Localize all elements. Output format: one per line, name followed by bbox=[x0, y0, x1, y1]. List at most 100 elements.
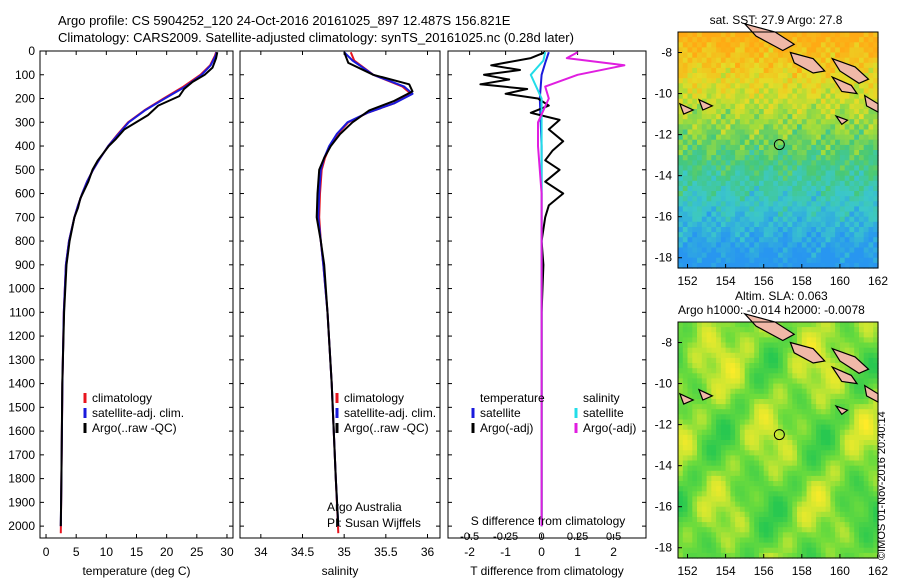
sst_map-cell bbox=[830, 216, 836, 223]
sst_map-cell bbox=[768, 160, 774, 166]
sst_map-cell bbox=[806, 237, 812, 243]
sst_map-cell bbox=[697, 221, 703, 228]
sla_map-cell bbox=[720, 368, 727, 374]
sla_map-cell bbox=[873, 424, 879, 431]
sst_map-cell bbox=[697, 257, 703, 264]
sst_map-cell bbox=[706, 144, 712, 151]
sla_map-cell bbox=[797, 522, 803, 528]
sst_map-cell bbox=[825, 185, 831, 192]
sla_map-cell bbox=[711, 404, 717, 410]
sla_map-cell bbox=[687, 460, 693, 467]
sla_map-cell bbox=[797, 393, 803, 400]
sst_map-cell bbox=[859, 185, 865, 192]
sla_map-cell bbox=[768, 506, 774, 513]
sst_map-cell bbox=[801, 134, 808, 141]
sst_map-cell bbox=[706, 73, 712, 79]
sla_map-cell bbox=[739, 527, 746, 533]
sst_map-cell bbox=[739, 191, 746, 197]
sla_map-cell bbox=[792, 357, 798, 364]
sla_map-cell bbox=[787, 486, 793, 492]
sla_map-cell bbox=[816, 332, 822, 338]
sst_map-cell bbox=[816, 211, 822, 218]
sst_map-cell bbox=[787, 124, 793, 130]
sla_map-cell bbox=[806, 373, 812, 379]
sst_map-cell bbox=[759, 37, 765, 43]
sla_map-cell bbox=[697, 460, 703, 467]
sla_map-cell bbox=[711, 434, 717, 441]
sla_map-cell bbox=[787, 409, 793, 415]
sst_map-cell bbox=[720, 160, 727, 166]
sst_map-cell bbox=[744, 196, 751, 202]
sst_map-cell bbox=[730, 262, 736, 269]
sst_map-cell bbox=[687, 119, 693, 125]
sst_map-cell bbox=[697, 242, 703, 248]
sst_map-cell bbox=[763, 206, 770, 213]
sla_map-cell bbox=[759, 486, 765, 492]
sst_map-cell bbox=[806, 129, 812, 136]
sla_map-cell bbox=[859, 460, 865, 467]
sst_map-cell bbox=[816, 109, 822, 115]
sst_map-cell bbox=[839, 129, 846, 136]
sla_map-cell bbox=[744, 322, 751, 328]
sla_map-cell bbox=[830, 342, 836, 349]
sst_map-cell bbox=[682, 185, 689, 192]
sst_map-cell bbox=[801, 129, 808, 136]
sst_map-cell bbox=[811, 42, 817, 48]
sla_map-cell bbox=[725, 491, 731, 497]
sla_map-cell bbox=[839, 460, 846, 467]
sla_map-cell bbox=[820, 532, 827, 538]
difference-top-tick-label: 0.25 bbox=[567, 531, 588, 543]
sla_map-cell bbox=[730, 404, 736, 410]
sla_map-cell bbox=[849, 322, 855, 328]
sla_map-cell bbox=[701, 445, 708, 451]
sst_map-cell bbox=[692, 134, 698, 141]
sst_map-cell bbox=[797, 88, 803, 95]
sla_map-cell bbox=[839, 522, 846, 528]
sla_map-cell bbox=[682, 527, 689, 533]
sla_map-cell bbox=[678, 357, 684, 364]
sla_map-cell bbox=[778, 337, 784, 344]
sla_map-cell bbox=[854, 378, 860, 385]
sst_map-cell bbox=[706, 150, 712, 156]
sst_map-cell bbox=[787, 247, 793, 254]
sst_map-cell bbox=[716, 119, 722, 125]
sst_map-cell bbox=[706, 165, 712, 172]
sla_map-cell bbox=[801, 450, 808, 456]
sla_map-cell bbox=[754, 388, 760, 395]
sla_map-cell bbox=[873, 501, 879, 508]
sla_map-cell bbox=[811, 322, 817, 328]
sst_map-cell bbox=[839, 93, 846, 100]
sst_map-cell bbox=[720, 42, 727, 48]
sst_map-cell bbox=[716, 216, 722, 223]
sla_map-cell bbox=[835, 455, 841, 462]
sla-map-subtitle: Argo h1000: -0.014 h2000: -0.0078 bbox=[678, 303, 865, 317]
sst_map-cell bbox=[730, 165, 736, 172]
sst_map-cell bbox=[868, 221, 874, 228]
sla_map-cell bbox=[735, 486, 741, 492]
salinity-legend-label: climatology bbox=[344, 391, 404, 405]
sla_map-cell bbox=[749, 399, 755, 405]
sla_map-cell bbox=[797, 532, 803, 538]
sst_map-cell bbox=[787, 37, 793, 43]
sst_map-cell bbox=[711, 114, 717, 120]
sst_map-cell bbox=[716, 73, 722, 79]
sst_map-cell bbox=[844, 150, 851, 156]
sla_map-cell bbox=[682, 352, 689, 359]
sla_map-cell bbox=[759, 357, 765, 364]
sla_map-cell bbox=[687, 419, 693, 426]
sst_map-cell bbox=[716, 37, 722, 43]
sst_map-cell bbox=[735, 227, 741, 233]
sla_map-cell bbox=[801, 414, 808, 420]
sla_map-cell bbox=[763, 517, 770, 523]
sla-map-title: Altim. SLA: 0.063 bbox=[735, 289, 828, 303]
sla_map-cell bbox=[873, 347, 879, 354]
sst_map-cell bbox=[830, 42, 836, 48]
sla_map-cell bbox=[711, 429, 717, 436]
sla_map-cell bbox=[754, 511, 760, 518]
sst_map-cell bbox=[811, 216, 817, 223]
sst_map-cell bbox=[749, 32, 755, 38]
sla_map-cell bbox=[782, 404, 789, 410]
sla_map-cell bbox=[739, 455, 746, 462]
sla_map-cell bbox=[820, 332, 827, 338]
sst_map-cell bbox=[797, 103, 803, 110]
